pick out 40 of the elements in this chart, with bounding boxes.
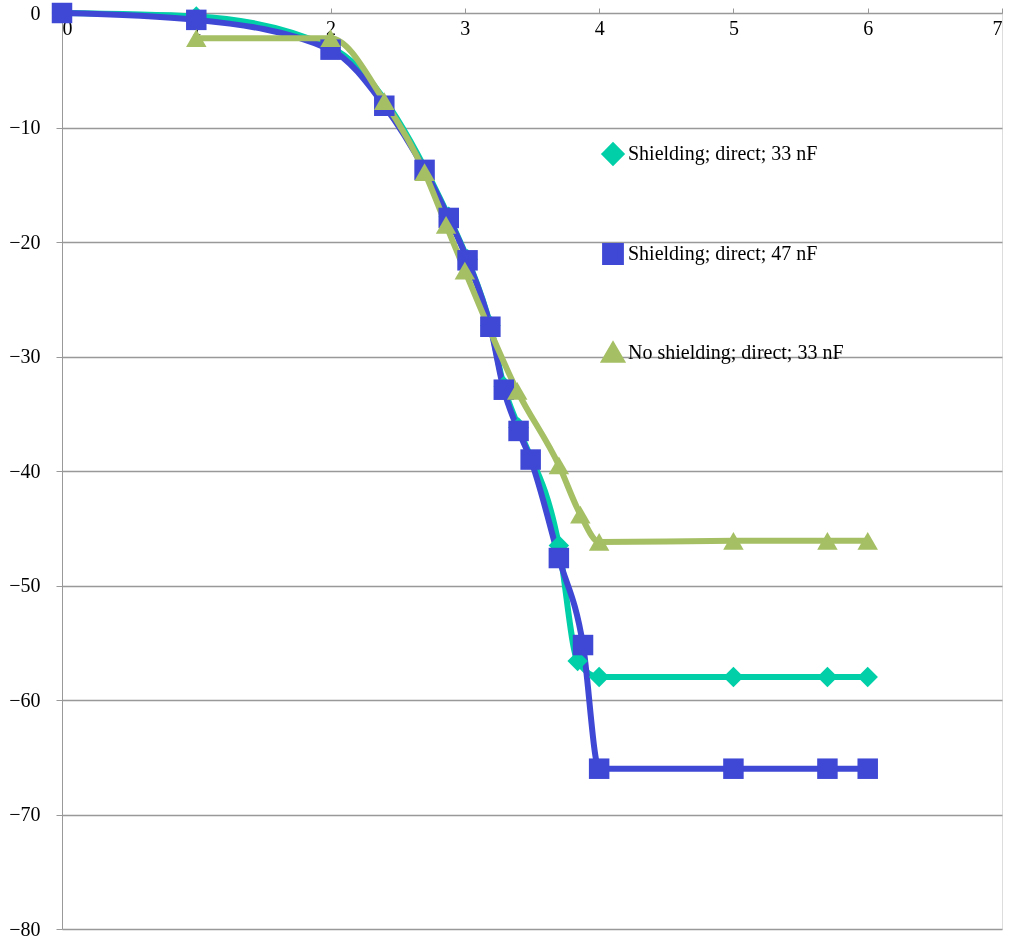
point: [723, 531, 744, 550]
x-tick-label: 7: [992, 16, 1003, 39]
point: [506, 381, 528, 400]
point: [817, 758, 838, 779]
point: [588, 666, 610, 688]
x-tick-label: 3: [460, 16, 471, 39]
point: [454, 261, 476, 280]
point: [435, 215, 457, 234]
point: [374, 92, 395, 111]
y-tick-label: −10: [9, 116, 41, 138]
point: [508, 420, 529, 442]
y-tick-label: −50: [9, 574, 41, 596]
point: [186, 9, 207, 31]
x-tick-label: 5: [728, 16, 739, 39]
y-tick-label: 0: [30, 1, 41, 24]
point: [857, 666, 878, 688]
y-tick-label: −40: [9, 459, 41, 482]
y-tick-label: −60: [9, 688, 41, 711]
point: [548, 456, 570, 475]
x-tick-label: 4: [594, 16, 605, 39]
legend-label: Shielding; direct; 47 nF: [628, 242, 818, 265]
y-tick-label: −70: [9, 803, 41, 825]
point: [723, 666, 744, 688]
legend-label: No shielding; direct; 33 nF: [628, 341, 844, 364]
point: [570, 505, 591, 524]
point: [817, 666, 838, 688]
x-tick-label: 6: [863, 16, 874, 39]
point: [572, 634, 594, 656]
point: [857, 531, 878, 550]
point: [588, 758, 610, 779]
point: [588, 533, 610, 551]
legend-label: Shielding; direct; 33 nF: [628, 142, 818, 165]
y-tick-label: −20: [9, 230, 41, 253]
point: [723, 758, 744, 779]
point: [857, 758, 878, 779]
y-tick-label: −30: [9, 345, 41, 367]
y-tick-label: −80: [9, 917, 41, 940]
point: [817, 531, 838, 550]
point: [520, 449, 541, 470]
point: [548, 547, 570, 569]
